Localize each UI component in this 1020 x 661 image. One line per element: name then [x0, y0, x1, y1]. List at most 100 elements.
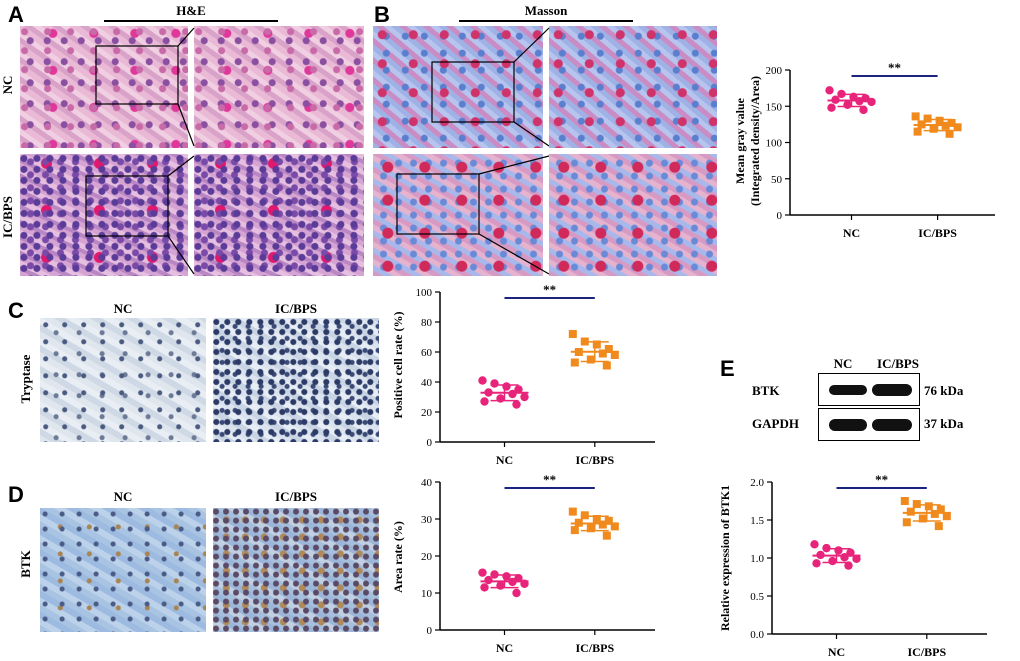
masson-xtick-label-0: NC — [843, 226, 860, 240]
tryptase-point-1-7 — [586, 355, 595, 364]
panel-b-stain-title: Masson — [524, 3, 568, 18]
tryptase-xtick-label-1: IC/BPS — [575, 453, 614, 467]
masson-ytick-label: 150 — [766, 101, 783, 113]
btk_area-ytick-label: 20 — [421, 551, 433, 563]
masson-nc-high-mag-image — [549, 26, 717, 148]
btk_expr-point-1-1 — [912, 500, 921, 509]
btk_area-point-1-6 — [610, 522, 619, 531]
panel-a-header-rule — [104, 20, 278, 22]
btk_area-point-1-0 — [568, 507, 577, 516]
masson-point-0-9 — [859, 105, 868, 115]
chart-btk-expression: Relative expression of BTK1 0.0 0.5 1.0 1.5… — [718, 472, 987, 659]
btk_expr-point-0-0 — [810, 540, 819, 549]
masson-nc-zoom-box — [431, 61, 515, 123]
btk_expr-point-1-6 — [942, 512, 951, 521]
he-nc-high-mag-image — [194, 26, 364, 148]
btk_area-point-0-1 — [490, 570, 499, 579]
masson-point-1-9 — [945, 129, 954, 138]
btk_area-point-0-9 — [512, 588, 521, 598]
btk_expr-point-0-8 — [812, 559, 821, 568]
masson-ic-zoom-box — [396, 173, 480, 235]
btk_area-ytick-label: 10 — [421, 588, 433, 600]
masson-point-0-5 — [855, 96, 864, 106]
btk_expr-point-1-2 — [924, 502, 933, 511]
panel-d-col-nc: NC — [113, 489, 133, 504]
tryptase-point-1-0 — [568, 330, 577, 338]
chart-btk-area-ylabel: Area rate (%) — [391, 521, 405, 593]
tryptase-point-1-5 — [598, 349, 607, 358]
masson-point-0-8 — [827, 103, 836, 112]
masson-point-0-7 — [843, 100, 852, 109]
masson-point-1-8 — [913, 127, 922, 136]
btk_expr-point-0-6 — [852, 554, 861, 563]
tryptase-point-1-3 — [604, 345, 613, 353]
panel-c-row-label: Tryptase — [18, 354, 33, 404]
he-ic-high-mag-image — [194, 154, 364, 276]
btk_area-point-1-4 — [574, 518, 583, 527]
masson-ytick-label: 100 — [766, 138, 783, 150]
panel-c-label: C — [8, 298, 24, 323]
panel-b-label: B — [374, 2, 390, 27]
btk_expr-ytick-label: 0.5 — [750, 591, 764, 603]
tryptase-point-1-2 — [592, 340, 601, 349]
tryptase-nc-image — [40, 318, 206, 442]
masson-point-1-4 — [917, 120, 926, 129]
tryptase-point-1-4 — [574, 348, 583, 356]
panel-b-header-rule — [459, 20, 633, 22]
btk_expr-point-0-2 — [834, 546, 843, 555]
btk_area-point-1-5 — [598, 520, 607, 529]
blot-gapdh-band-ic — [872, 419, 912, 431]
masson-point-0-1 — [837, 89, 846, 99]
panel-a-stain-title: H&E — [176, 3, 206, 18]
btk_area-xtick-label-1: IC/BPS — [575, 641, 614, 655]
masson-point-1-3 — [947, 118, 956, 127]
tryptase-point-0-9 — [512, 400, 521, 409]
btk_area-point-0-7 — [496, 581, 505, 590]
panel-d-row-label: BTK — [18, 550, 33, 578]
btk_expr-ytick-label: 2.0 — [750, 477, 764, 489]
chart-tryptase: Positive cell rate (%) 0 20 40 60 80 100 NC IC/… — [391, 282, 655, 467]
btk_expr-point-0-1 — [822, 543, 831, 553]
btk_expr-xtick-label-0: NC — [828, 645, 845, 659]
blot-btk-size: 76 kDa — [924, 383, 964, 398]
tryptase-point-0-8 — [480, 397, 489, 406]
btk_area-point-0-2 — [502, 572, 511, 581]
tryptase-ic-image — [213, 318, 379, 442]
btk_area-significance-mark: ** — [543, 472, 556, 487]
tryptase-point-0-3 — [514, 385, 523, 394]
tryptase-xtick-label-0: NC — [496, 453, 513, 467]
masson-point-0-2 — [849, 92, 858, 102]
btk_expr-point-0-9 — [844, 561, 853, 570]
btk_expr-point-1-7 — [918, 514, 927, 523]
tryptase-point-0-1 — [490, 379, 499, 388]
btk_area-point-0-6 — [520, 579, 529, 588]
btk-nc-image — [40, 508, 206, 632]
btk_area-point-1-1 — [580, 511, 589, 520]
btk_expr-point-1-3 — [936, 505, 945, 514]
btk_expr-point-1-4 — [906, 507, 915, 516]
zoom-connectors — [85, 27, 550, 275]
btk_expr-point-1-9 — [934, 522, 943, 531]
tryptase-point-1-9 — [602, 361, 611, 370]
blot-btk-label: BTK — [752, 383, 780, 398]
he-nc-zoom-box — [95, 45, 179, 105]
blot-gapdh-band-nc — [829, 419, 867, 431]
tryptase-significance-mark: ** — [543, 282, 556, 297]
tryptase-ytick-label: 20 — [421, 407, 433, 419]
btk_area-point-1-7 — [586, 524, 595, 533]
masson-point-0-0 — [825, 86, 834, 95]
btk_area-ytick-label: 30 — [421, 514, 433, 526]
panel-c-col-ic: IC/BPS — [275, 301, 317, 316]
btk_area-point-0-8 — [480, 583, 489, 592]
tryptase-point-1-8 — [570, 358, 579, 367]
masson-ytick-label: 200 — [766, 65, 783, 77]
masson-point-1-2 — [935, 116, 944, 125]
blot-gapdh-label: GAPDH — [752, 416, 799, 431]
masson-point-0-4 — [831, 95, 840, 104]
panel-e-label: E — [720, 356, 735, 381]
chart-masson-ylabel: Mean gray value — [733, 97, 747, 184]
btk_expr-point-0-7 — [828, 556, 837, 566]
blot-btk-band-nc — [829, 385, 867, 395]
masson-ic-high-mag-image — [549, 154, 717, 276]
btk_expr-significance-mark: ** — [875, 472, 888, 487]
